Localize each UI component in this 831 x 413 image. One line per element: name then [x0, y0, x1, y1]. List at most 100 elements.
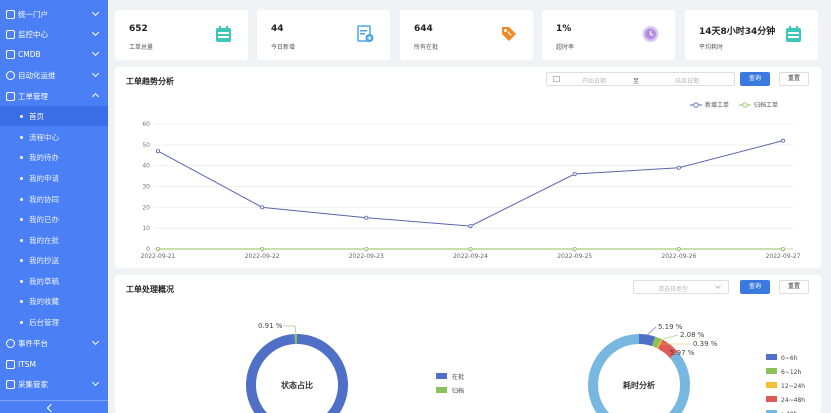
x-tick-label: 2022-09-21	[141, 253, 176, 260]
legend-swatch	[766, 410, 777, 413]
y-tick-label: 20	[142, 204, 150, 211]
sub-label: 我的抄送	[29, 255, 59, 265]
chevron-down-icon	[91, 337, 100, 346]
nav-item-events[interactable]: 事件平台	[0, 333, 108, 353]
slice-label: 0.91 %	[258, 322, 283, 330]
legend-label: 12~24h	[781, 383, 805, 390]
stat-value: 14天8小时34分钟	[699, 27, 776, 37]
sub-item-process-center[interactable]: 流程中心	[0, 127, 108, 147]
sub-item-admin[interactable]: 后台管理	[0, 312, 108, 332]
monitor-icon	[6, 29, 15, 39]
sub-item-todo[interactable]: 我的待办	[0, 147, 108, 167]
date-start-input[interactable]: 开始日期	[581, 78, 606, 85]
trend-reset-button[interactable]: 重置	[779, 72, 809, 86]
nav-item-collector[interactable]: 采集管家	[0, 374, 108, 394]
label-leader-line	[651, 334, 679, 343]
data-point	[364, 246, 369, 251]
sidebar-collapse-button[interactable]	[0, 400, 108, 413]
sub-item-collab[interactable]: 我的协同	[0, 189, 108, 209]
sub-label: 首页	[29, 111, 44, 121]
nav-label: 采集管家	[18, 379, 48, 389]
itsm-icon	[6, 359, 15, 369]
type-select[interactable]: 请选择类型	[633, 280, 729, 294]
legend-swatch	[436, 387, 447, 393]
stat-label: 平均耗时	[699, 44, 724, 51]
bullet-icon	[20, 217, 23, 221]
stat-card-avg-time: 14天8小时34分钟 平均耗时	[685, 10, 818, 60]
sub-item-applications[interactable]: 我的申请	[0, 168, 108, 188]
nav-label: 事件平台	[18, 338, 48, 348]
bullet-icon	[20, 320, 23, 324]
grid-icon	[6, 9, 15, 19]
pie-slice	[588, 334, 690, 413]
slice-label: 0.39 %	[693, 340, 718, 348]
stat-card-total: 652 工单总量	[115, 10, 248, 60]
legend-label: 6~12h	[781, 369, 801, 376]
bullet-icon	[20, 238, 23, 242]
date-range-picker[interactable]: 开始日期 至 结束日期	[546, 72, 735, 86]
legend-swatch	[436, 373, 447, 379]
data-point	[156, 246, 161, 251]
stat-card-pending: 644 所有在批	[400, 10, 533, 60]
chevron-down-icon	[91, 48, 100, 57]
date-separator: 至	[633, 78, 640, 85]
y-tick-label: 50	[142, 142, 150, 149]
nav-item-cmdb[interactable]: CMDB	[0, 44, 108, 64]
process-reset-button[interactable]: 重置	[779, 280, 809, 294]
legend-label: 归档工单	[754, 101, 778, 109]
stat-label: 工单总量	[129, 44, 154, 51]
sub-item-cc[interactable]: 我的抄送	[0, 250, 108, 270]
legend-label: 24~48h	[781, 397, 805, 404]
legend-marker	[742, 102, 748, 108]
data-point	[468, 246, 473, 251]
y-tick-label: 60	[142, 121, 150, 128]
process-query-button[interactable]: 查询	[740, 280, 770, 294]
y-tick-label: 30	[142, 184, 150, 191]
sub-item-done[interactable]: 我的已办	[0, 209, 108, 229]
label-leader-line	[659, 349, 669, 354]
nav-item-itsm[interactable]: ITSM	[0, 354, 108, 374]
sub-item-favorites[interactable]: 我的收藏	[0, 291, 108, 311]
legend-label: 归档	[452, 387, 464, 395]
nav-item-automation[interactable]: 自动化运维	[0, 65, 108, 85]
tag-icon	[502, 27, 516, 41]
y-tick-label: 10	[142, 225, 150, 232]
legend-swatch	[766, 396, 777, 402]
sub-item-drafts[interactable]: 我的草稿	[0, 271, 108, 291]
sub-item-home[interactable]: 首页	[0, 106, 108, 126]
automation-icon	[6, 70, 15, 80]
sub-label: 我的已办	[29, 214, 59, 224]
legend-swatch	[766, 382, 777, 388]
data-point	[572, 246, 577, 251]
data-point	[364, 215, 369, 220]
trend-line-chart: 0 10 20 30 40 50 60 2022-09-21 2022-09-22 2022-09…	[141, 101, 801, 260]
sub-item-pending[interactable]: 我的在批	[0, 230, 108, 250]
bullet-icon	[20, 197, 23, 201]
nav-item-tickets[interactable]: 工单管理	[0, 86, 108, 106]
chevron-down-icon	[91, 28, 100, 37]
stat-label: 所有在批	[414, 44, 439, 51]
date-end-input[interactable]: 结束日期	[674, 78, 699, 85]
data-point	[781, 138, 786, 143]
sub-label: 我的申请	[29, 173, 59, 183]
sub-label: 我的协同	[29, 194, 59, 204]
x-tick-label: 2022-09-22	[245, 253, 280, 260]
nav-item-monitor[interactable]: 监控中心	[0, 24, 108, 44]
stat-label: 超时率	[556, 44, 575, 51]
sub-label: 后台管理	[29, 317, 59, 327]
bullet-icon	[20, 176, 23, 180]
y-tick-label: 0	[146, 246, 150, 253]
stat-value: 652	[129, 24, 148, 34]
nav-item-portal[interactable]: 统一门户	[0, 4, 108, 24]
legend-label: 在批	[452, 373, 464, 381]
x-tick-label: 2022-09-27	[766, 253, 801, 260]
data-point	[676, 246, 681, 251]
nav-label: 统一门户	[18, 9, 48, 19]
sub-label: 我的待办	[29, 152, 59, 162]
add-document-icon	[357, 25, 374, 42]
trend-query-button[interactable]: 查询	[740, 72, 770, 86]
legend-label: 新增工单	[705, 101, 729, 109]
donut-center-label: 状态占比	[281, 380, 313, 390]
x-tick-label: 2022-09-25	[557, 253, 592, 260]
